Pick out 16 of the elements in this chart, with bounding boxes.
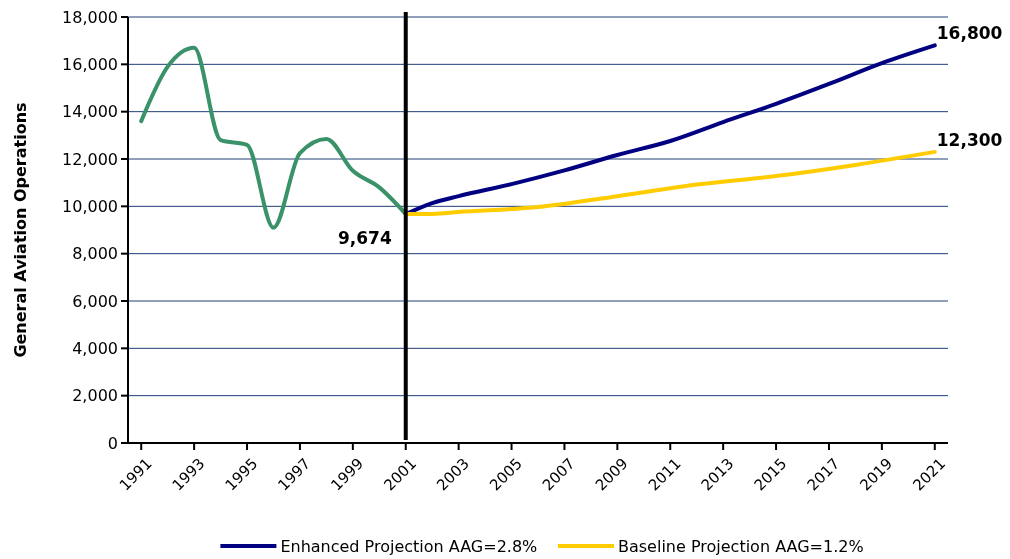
data-label: 16,800 <box>936 23 1003 44</box>
y-tick-label: 2,000 <box>72 386 118 406</box>
y-tick-label: 4,000 <box>72 338 118 358</box>
data-label: 9,674 <box>337 228 392 249</box>
y-tick-label: 8,000 <box>72 244 118 264</box>
y-axis-title: General Aviation Operations <box>11 102 30 358</box>
legend-label: Baseline Projection AAG=1.2% <box>618 536 864 556</box>
legend-label: Enhanced Projection AAG=2.8% <box>280 536 538 556</box>
y-tick-label: 12,000 <box>62 149 118 169</box>
y-tick-label: 10,000 <box>62 196 118 216</box>
y-tick-label: 6,000 <box>72 291 118 311</box>
y-tick-label: 14,000 <box>62 102 118 122</box>
data-label: 12,300 <box>936 129 1003 150</box>
y-tick-label: 16,000 <box>62 54 118 74</box>
y-tick-label: 0 <box>107 433 118 453</box>
y-tick-label: 18,000 <box>62 7 118 27</box>
